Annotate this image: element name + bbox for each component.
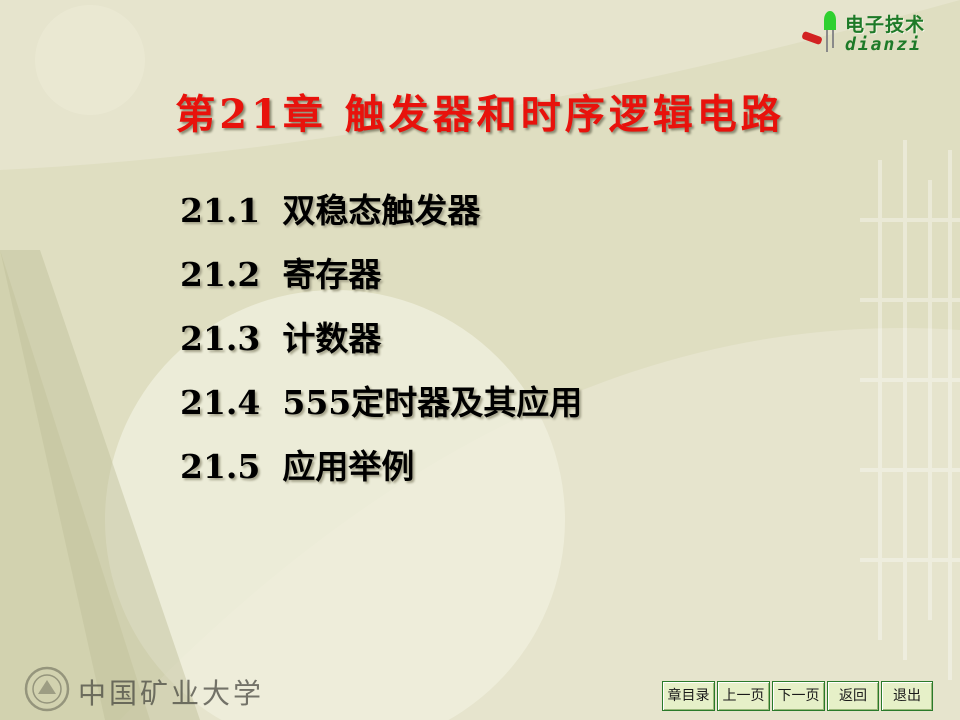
toc-label: 应用举例 <box>282 447 415 486</box>
toc-item-21-4[interactable]: 21.4 555定时器及其应用 <box>180 376 582 440</box>
toc-number: 21.3 <box>180 319 261 358</box>
next-page-button[interactable]: 下一页 <box>772 681 825 711</box>
university-seal-icon <box>24 666 70 712</box>
chapter-toc-button[interactable]: 章目录 <box>662 681 715 711</box>
logo-english-text: dianzi <box>845 34 923 55</box>
university-logo: 中国矿业大学 <box>24 666 274 712</box>
toc-label: 双稳态触发器 <box>282 191 481 230</box>
university-name: 中国矿业大学 <box>78 677 265 710</box>
toc-item-21-1[interactable]: 21.1 双稳态触发器 <box>180 184 582 248</box>
led-icon <box>802 11 836 52</box>
toc-number: 21.2 <box>180 255 261 294</box>
toc-label: 555定时器及其应用 <box>282 383 583 422</box>
logo-chinese-text: 电子技术 <box>845 14 926 36</box>
dianzi-logo: 电子技术 dianzi <box>800 8 950 60</box>
prev-page-button[interactable]: 上一页 <box>717 681 770 711</box>
toc-item-21-2[interactable]: 21.2 寄存器 <box>180 248 582 312</box>
chapter-title: 第21章 触发器和时序逻辑电路 <box>175 91 785 138</box>
exit-button[interactable]: 退出 <box>881 681 933 711</box>
toc-label: 寄存器 <box>282 255 382 294</box>
toc-item-21-5[interactable]: 21.5 应用举例 <box>180 440 582 504</box>
toc-item-21-3[interactable]: 21.3 计数器 <box>180 312 582 376</box>
back-button[interactable]: 返回 <box>827 681 879 711</box>
toc-number: 21.4 <box>180 383 261 422</box>
table-of-contents: 21.1 双稳态触发器 21.2 寄存器 21.3 计数器 21.4 555定时器及其应… <box>180 184 582 504</box>
toc-label: 计数器 <box>282 319 382 358</box>
toc-number: 21.1 <box>180 191 261 230</box>
toc-number: 21.5 <box>180 447 261 486</box>
navigation-bar: 章目录 上一页 下一页 返回 退出 <box>662 681 933 711</box>
